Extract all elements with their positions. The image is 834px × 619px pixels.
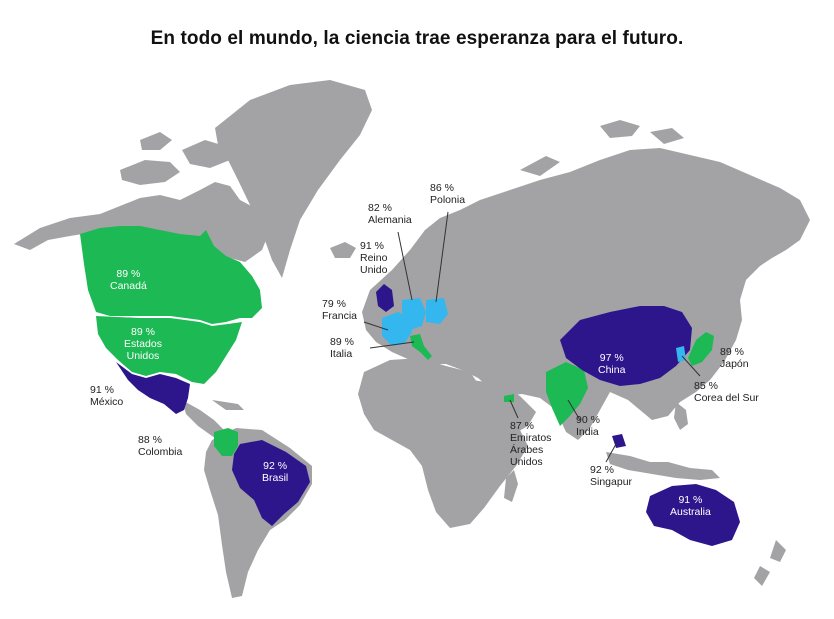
label-poland: 86 % Polonia [430, 182, 465, 206]
leader-india [567, 399, 581, 421]
mexico-name: México [90, 396, 124, 408]
label-france: 79 % Francia [322, 298, 357, 322]
korea-name: Corea del Sur [694, 392, 759, 404]
uk-pct: 91 % [360, 240, 384, 252]
poland-name: Polonia [430, 194, 466, 206]
leader-germany [397, 231, 413, 301]
land-eurasia [362, 148, 810, 440]
uae-pct: 87 % [510, 420, 534, 432]
germany-pct: 82 % [368, 202, 392, 214]
country-italy [410, 334, 432, 360]
leader-france [363, 321, 389, 331]
leader-italy [369, 341, 415, 349]
brazil-pct: 92 % [263, 460, 288, 472]
label-brazil: 92 % Brasil [262, 460, 288, 484]
country-colombia [214, 428, 238, 456]
singapore-pct: 92 % [590, 464, 614, 476]
country-canada [80, 226, 262, 324]
label-italy: 89 % Italia [330, 336, 354, 360]
label-singapore: 92 % Singapur [590, 464, 632, 488]
usa-name-line1: Estados [124, 338, 162, 350]
country-china [560, 306, 692, 386]
australia-name: Australia [670, 506, 711, 518]
land-africa [358, 358, 528, 528]
base-land [14, 80, 810, 598]
label-japan: 89 % Japón [720, 346, 749, 370]
country-india [546, 362, 588, 426]
label-korea: 85 % Corea del Sur [694, 380, 759, 404]
poland-pct: 86 % [430, 182, 454, 194]
leader-korea [681, 355, 701, 377]
label-uk: 91 % Reino Unido [360, 240, 387, 276]
country-mexico [116, 362, 190, 414]
uk-name-line2: Unido [360, 264, 388, 276]
label-australia: 91 % Australia [670, 494, 711, 518]
leader-lines [363, 211, 701, 463]
country-brazil [232, 440, 310, 526]
label-colombia: 88 % Colombia [138, 434, 182, 458]
usa-pct: 89 % [131, 326, 155, 338]
leader-uae [509, 399, 519, 419]
india-name: India [576, 426, 599, 438]
map-title: En todo el mundo, la ciencia trae espera… [150, 28, 684, 49]
uae-name-line1: Emiratos [510, 432, 552, 444]
country-japan [688, 332, 714, 366]
mexico-pct: 91 % [90, 384, 114, 396]
country-germany [402, 298, 426, 330]
uk-name-line1: Reino [360, 252, 388, 264]
korea-pct: 85 % [694, 380, 718, 392]
label-india: 90 % India [576, 414, 600, 438]
india-pct: 90 % [576, 414, 600, 426]
land-scandinavia [414, 214, 466, 276]
country-uae [504, 394, 514, 402]
label-uae: 87 % Emiratos Árabes Unidos [510, 420, 551, 468]
colombia-name: Colombia [138, 446, 183, 458]
land-caribbean [212, 400, 244, 410]
land-madagascar [504, 470, 518, 502]
land-arctic-islands [520, 120, 684, 176]
canada-pct: 89 % [116, 268, 141, 280]
country-uk [376, 284, 394, 312]
land-iceland [330, 242, 356, 258]
singapore-name: Singapur [590, 476, 633, 488]
leader-poland [435, 211, 449, 303]
japan-pct: 89 % [720, 346, 744, 358]
canada-name: Canadá [110, 280, 147, 292]
france-pct: 79 % [322, 298, 346, 310]
japan-name: Japón [720, 358, 749, 370]
uae-name-line3: Unidos [510, 456, 543, 468]
leader-singapore [605, 443, 617, 463]
brazil-name: Brasil [262, 472, 289, 484]
land-philippines [674, 402, 688, 430]
uae-name-line2: Árabes [510, 444, 544, 456]
country-australia [646, 484, 740, 546]
italy-name: Italia [330, 348, 353, 360]
land-indonesia [606, 452, 720, 480]
china-pct: 97 % [599, 352, 624, 364]
label-mexico: 91 % México [90, 384, 123, 408]
china-name: China [598, 364, 626, 376]
country-singapore [612, 434, 626, 448]
germany-name: Alemania [368, 214, 412, 226]
label-canada: 89 % Canadá [110, 268, 147, 292]
land-new-zealand [754, 540, 786, 586]
country-poland [426, 298, 448, 324]
usa-name-line2: Unidos [126, 350, 160, 362]
colombia-pct: 88 % [138, 434, 162, 446]
australia-pct: 91 % [678, 494, 703, 506]
label-china: 97 % China [598, 352, 625, 376]
land-greenland [215, 80, 372, 278]
land-arabia [472, 380, 536, 436]
italy-pct: 89 % [330, 336, 354, 348]
label-germany: 82 % Alemania [368, 202, 412, 226]
land-canadian-islands [120, 132, 230, 185]
france-name: Francia [322, 310, 358, 322]
country-usa [96, 316, 242, 384]
label-usa: 89 % Estados Unidos [124, 326, 162, 362]
highlighted-countries [80, 226, 740, 546]
